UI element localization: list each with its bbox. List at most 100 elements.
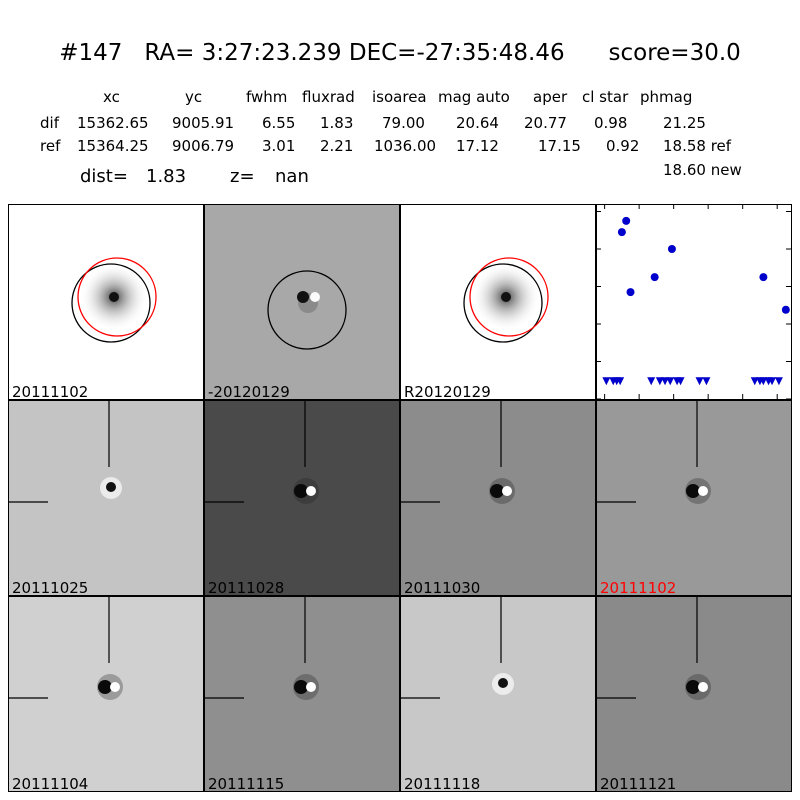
cutout-image [9, 597, 123, 700]
source-core [686, 484, 700, 498]
lightcurve-plot: 212223242526020406080100 [571, 204, 792, 419]
panel-label: R20120129 [404, 383, 491, 400]
dif-fwhm: 6.55 [262, 114, 296, 132]
cutout-panel-epoch: 20111118 [400, 596, 596, 792]
column-header-mag-auto: mag auto [438, 88, 510, 106]
panel-label: -20120129 [208, 383, 290, 400]
source-core [297, 291, 309, 303]
dist-label: dist= [80, 166, 128, 187]
dif-yc: 9005.91 [172, 114, 235, 132]
z-label: z= [230, 166, 255, 187]
panel-label: 20111102 [12, 383, 89, 400]
cutout-image [463, 257, 549, 343]
upper-limit-marker [616, 377, 625, 386]
upper-limit-marker [661, 377, 670, 386]
ref-isoarea: 1036.00 [374, 137, 437, 155]
cutout-image [597, 401, 711, 504]
detection-point [622, 216, 631, 225]
dif-aper: 20.77 [524, 114, 567, 132]
detection-point [650, 273, 659, 282]
dif-fluxrad: 1.83 [320, 114, 354, 132]
cutout-panel-epoch: 20111025 [8, 400, 204, 596]
upper-limit-marker [702, 377, 711, 386]
ref-mag-auto: 17.12 [456, 137, 499, 155]
upper-limit-marker [666, 377, 675, 386]
cutout-image [597, 597, 711, 700]
ref-row-label: ref [40, 137, 61, 155]
panel-label: 20111115 [208, 775, 285, 792]
cutout-image [9, 401, 122, 503]
upper-limit-marker [759, 377, 768, 386]
column-header-phmag: phmag [640, 88, 693, 106]
source-core [501, 292, 511, 302]
dif-phmag: 21.25 [663, 114, 706, 132]
panel-label: 20111030 [404, 579, 481, 596]
source-residual [310, 292, 320, 302]
panel-label: 20111102 [600, 579, 677, 596]
upper-limit-marker [695, 377, 704, 386]
panel-label: 20111104 [12, 775, 89, 792]
title: #147 RA= 3:27:23.239 DEC=-27:35:48.46 sc… [59, 40, 741, 66]
cutout-image [401, 401, 515, 504]
detection-point [626, 288, 635, 297]
cutout-image [401, 597, 514, 699]
source-residual [306, 682, 316, 692]
dist-value: 1.83 [146, 166, 187, 187]
cutout-panel-epoch: 20111028 [204, 400, 400, 596]
dif-mag-auto: 20.64 [456, 114, 499, 132]
source-residual [698, 486, 708, 496]
z-value: nan [275, 166, 309, 187]
panel-label: 20111118 [404, 775, 481, 792]
aperture-circle [71, 263, 151, 343]
upper-limit-marker [774, 377, 783, 386]
source-core [686, 680, 700, 694]
upper-limit-marker [602, 377, 611, 386]
column-header-xc: xc [103, 88, 120, 106]
source-core [294, 680, 308, 694]
source-core [109, 292, 119, 302]
cutout-panel-epoch: 20111104 [8, 596, 204, 792]
aperture-circle-ref [469, 257, 549, 337]
column-header-isoarea: isoarea [372, 88, 427, 106]
cutout-panel-epoch-highlighted: 20111102 [596, 400, 792, 596]
source-residual [502, 486, 512, 496]
ref-fwhm: 3.01 [262, 137, 296, 155]
cutout-image [267, 270, 347, 350]
dif-cl-star: 0.98 [594, 114, 628, 132]
column-header-cl-star: cl star [582, 88, 629, 106]
dif-row-label: dif [40, 114, 59, 132]
detection-point [617, 228, 626, 237]
upper-limit-marker [768, 377, 777, 386]
source-core [106, 482, 116, 492]
cutout-panel-r: R20120129 [400, 204, 596, 400]
upper-limit-marker [750, 377, 759, 386]
dif-xc: 15362.65 [77, 114, 149, 132]
detection-point [759, 273, 768, 282]
ref-fluxrad: 2.21 [320, 137, 354, 155]
cutout-panel-ref: 20111102 [8, 204, 204, 400]
cutout-panel-epoch: 20111030 [400, 400, 596, 596]
panel-label: 20111028 [208, 579, 285, 596]
panel-label: 20111121 [600, 775, 677, 792]
cutout-panel-diff: -20120129 [204, 204, 400, 400]
cutout-panel-epoch: 20111121 [596, 596, 792, 792]
panel-label: 20111025 [12, 579, 89, 596]
phmag-new: 18.60 new [663, 161, 742, 179]
source-residual [306, 486, 316, 496]
column-header-fluxrad: fluxrad [302, 88, 355, 106]
ref-cl-star: 0.92 [606, 137, 640, 155]
source-core [490, 484, 504, 498]
upper-limit-marker [647, 377, 656, 386]
source-core [294, 484, 308, 498]
ref-aper: 17.15 [538, 137, 581, 155]
cutout-panel-epoch: 20111115 [204, 596, 400, 792]
upper-limit-marker [655, 377, 664, 386]
cutout-image [205, 597, 319, 700]
upper-limit-marker [676, 377, 685, 386]
column-header-aper: aper [533, 88, 568, 106]
ref-yc: 9006.79 [172, 137, 235, 155]
plot-frame [596, 204, 792, 400]
cutout-image [71, 257, 157, 343]
column-header-fwhm: fwhm [246, 88, 288, 106]
source-residual [110, 682, 120, 692]
